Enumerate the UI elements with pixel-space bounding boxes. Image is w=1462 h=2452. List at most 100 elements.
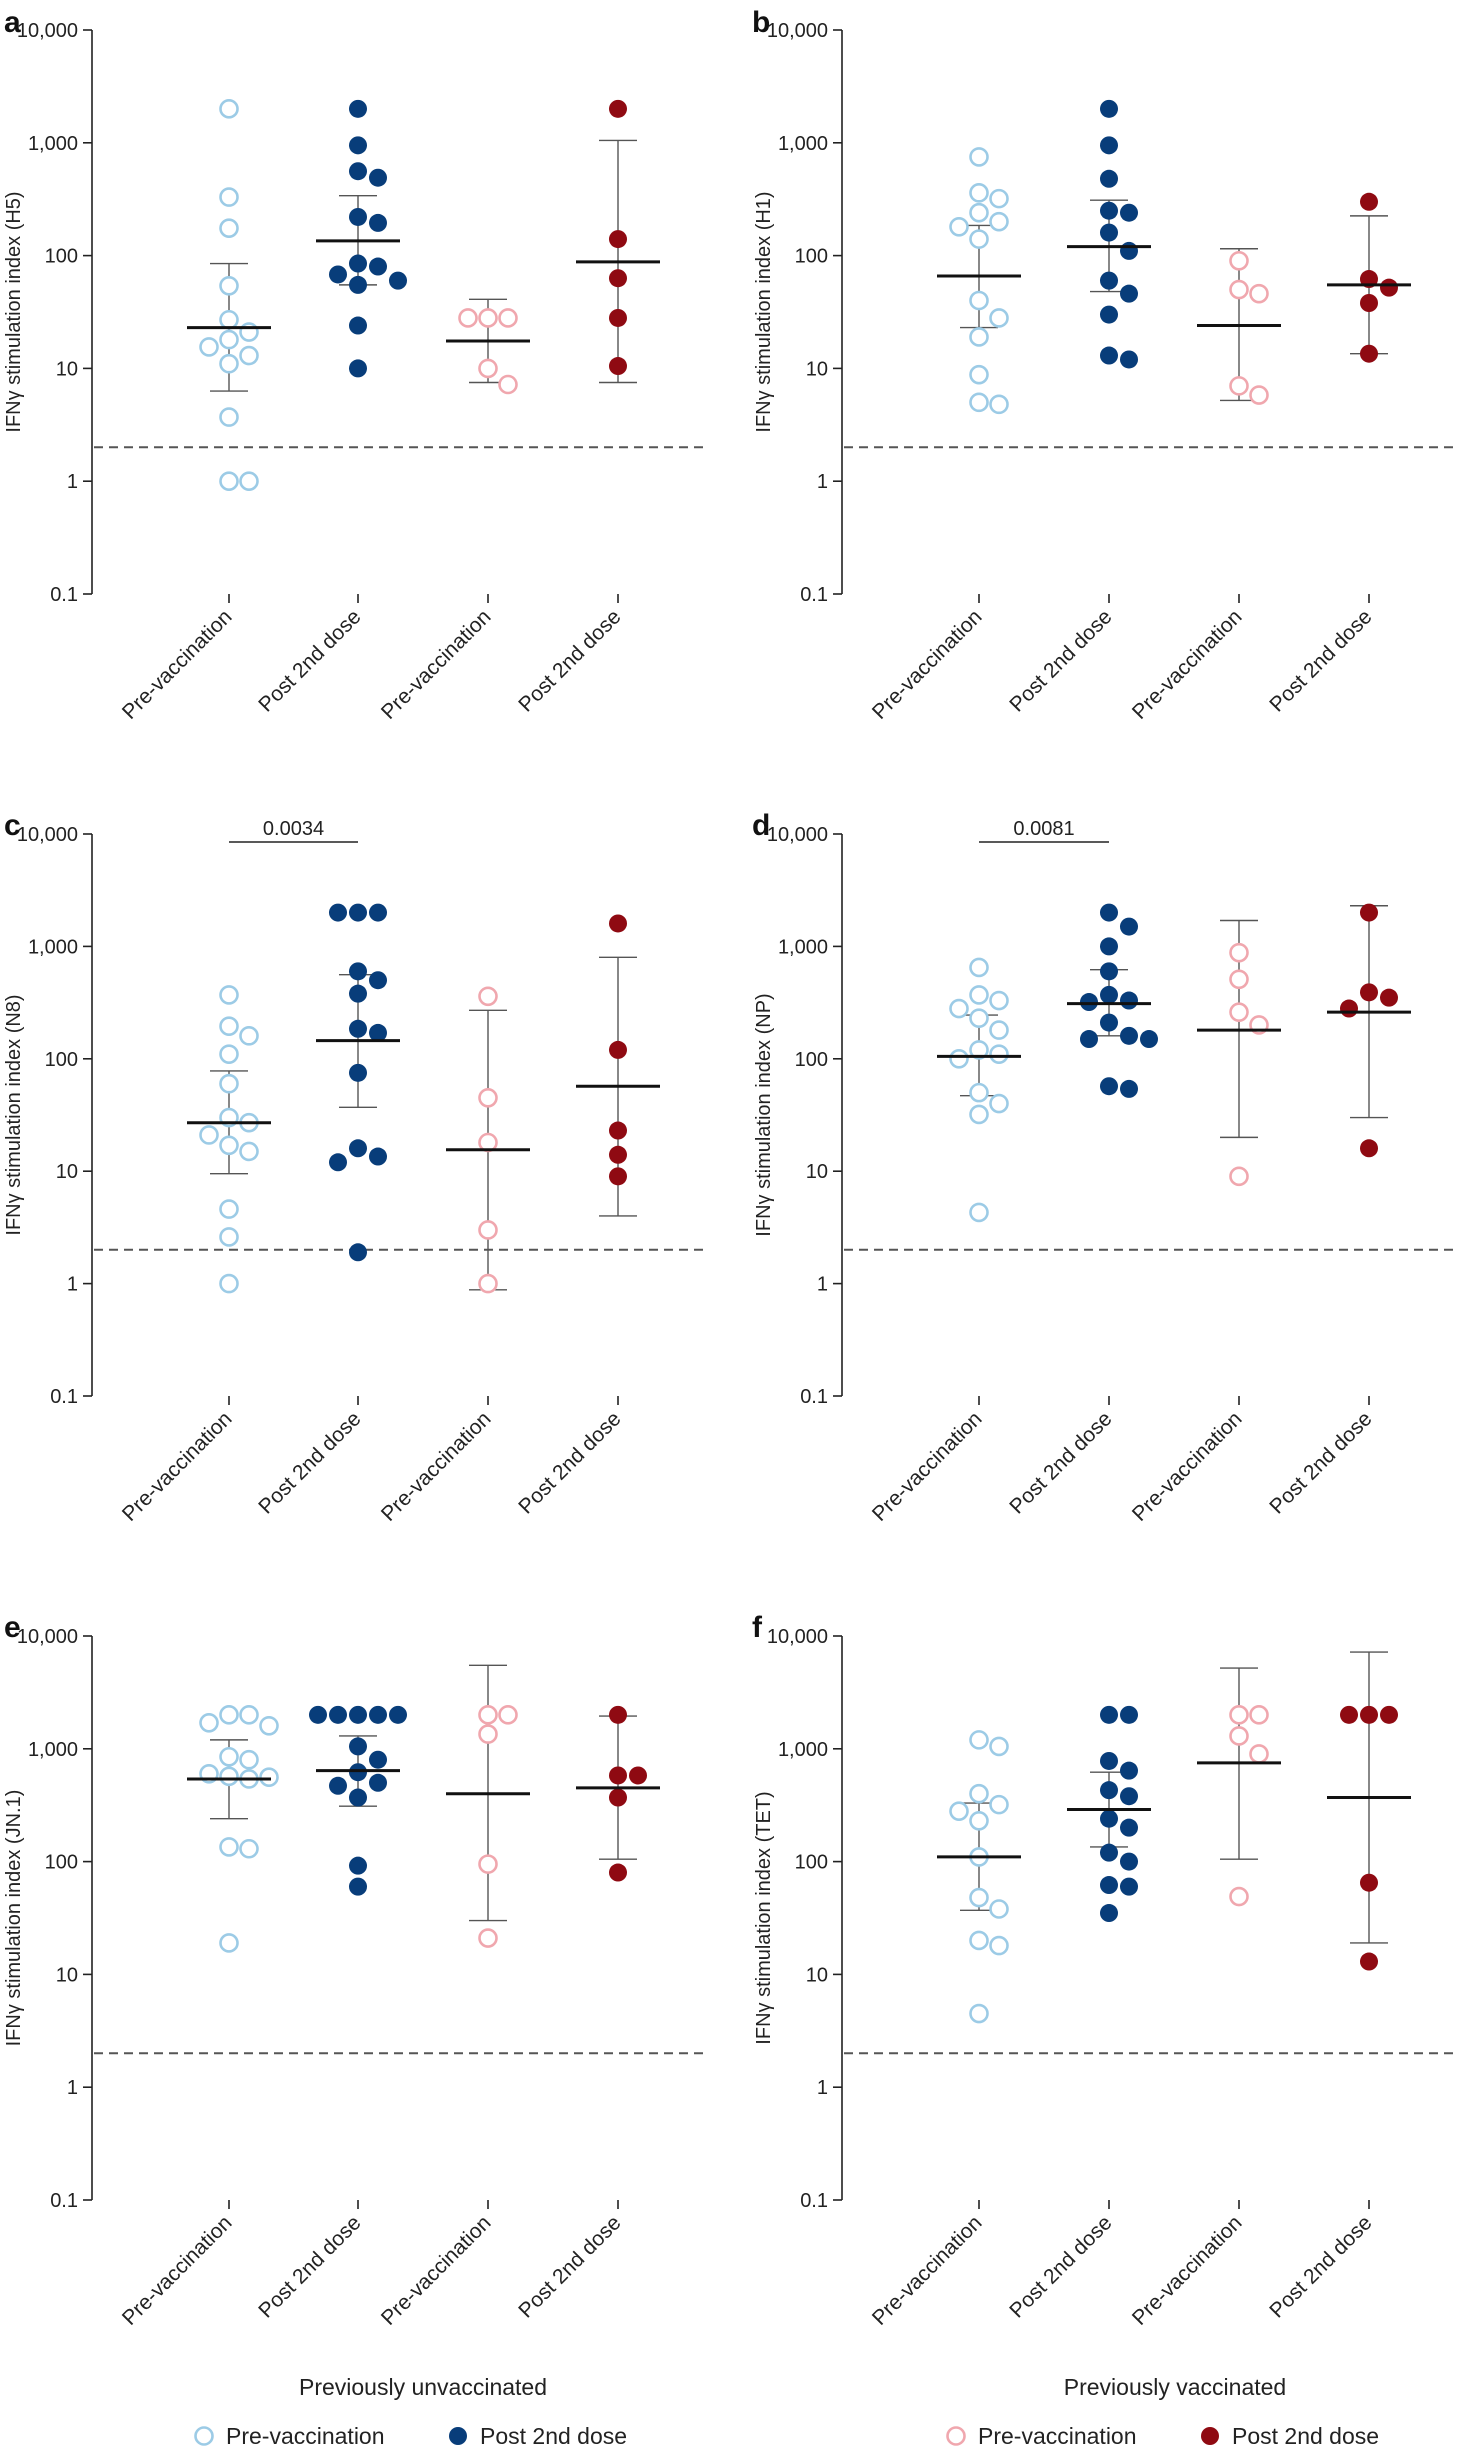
data-point xyxy=(609,1766,627,1785)
y-tick-label: 0.1 xyxy=(50,2190,78,2212)
data-point xyxy=(219,1273,239,1294)
data-point xyxy=(969,147,989,167)
data-point xyxy=(989,1899,1009,1919)
data-point xyxy=(219,1705,239,1725)
x-tick-label: Post 2nd dose xyxy=(1005,2211,1116,2322)
data-point xyxy=(1100,962,1118,981)
data-point xyxy=(219,1933,239,1953)
data-point xyxy=(1120,203,1138,222)
panel-d: 0.1 1 10 100 1,000 10,000 IFNγ stimulation ind… xyxy=(753,818,1455,1526)
y-tick-label: 100 xyxy=(45,1852,78,1874)
data-point xyxy=(498,374,518,395)
group-label-vaccinated: Previously vaccinated xyxy=(1064,2374,1286,2400)
data-point xyxy=(219,275,239,296)
y-axis-label: IFNγ stimulation index (NP) xyxy=(753,993,775,1236)
panel-f: 0.1 1 10 100 1,000 10,000 IFNγ stimulation ind… xyxy=(753,1626,1455,2330)
data-point xyxy=(349,1763,367,1782)
data-point xyxy=(349,1877,367,1896)
data-point xyxy=(1229,1002,1249,1022)
data-point xyxy=(1360,1139,1378,1158)
x-tick-label: Post 2nd dose xyxy=(1005,1407,1116,1518)
data-point xyxy=(389,1705,407,1724)
data-point xyxy=(369,1023,387,1042)
y-tick-label: 10,000 xyxy=(767,1626,828,1648)
data-point xyxy=(349,1139,367,1158)
data-point xyxy=(1100,1809,1118,1828)
data-point xyxy=(478,1705,498,1725)
y-tick-label: 1,000 xyxy=(28,936,78,958)
data-point xyxy=(1120,991,1138,1010)
panel-b: 0.1 1 10 100 1,000 10,000 IFNγ stimulation ind… xyxy=(753,20,1455,724)
data-point xyxy=(458,308,478,328)
data-point xyxy=(609,1040,627,1059)
data-point xyxy=(239,1141,259,1162)
data-point xyxy=(349,99,367,118)
data-point xyxy=(349,359,367,378)
data-point xyxy=(969,364,989,385)
data-point xyxy=(969,1104,989,1125)
x-tick-label: Pre-vaccination xyxy=(118,605,237,724)
data-point xyxy=(969,202,989,223)
data-point xyxy=(259,1767,279,1788)
data-point xyxy=(1120,1026,1138,1045)
y-tick-label: 10 xyxy=(806,1964,828,1986)
panel-letter-c: c xyxy=(4,809,21,842)
data-point xyxy=(989,308,1009,328)
data-point xyxy=(1380,1705,1398,1724)
data-point xyxy=(1229,376,1249,396)
data-point xyxy=(1229,969,1249,990)
x-tick-label: Post 2nd dose xyxy=(254,1407,365,1518)
x-tick-label: Pre-vaccination xyxy=(377,605,496,724)
data-point xyxy=(969,1082,989,1103)
data-point xyxy=(219,1227,239,1247)
y-axis-label: IFNγ stimulation index (H5) xyxy=(3,191,25,432)
data-point xyxy=(1340,1705,1358,1724)
data-point xyxy=(478,1928,498,1948)
y-tick-label: 1,000 xyxy=(778,1739,828,1761)
data-point xyxy=(1249,1705,1269,1725)
data-point xyxy=(199,1125,219,1145)
data-point xyxy=(349,962,367,981)
data-point xyxy=(1229,1726,1249,1746)
data-point xyxy=(478,1273,498,1294)
y-axis-label: IFNγ stimulation index (JN.1) xyxy=(3,1790,25,2047)
data-point xyxy=(969,229,989,249)
data-point xyxy=(1120,1818,1138,1837)
data-point xyxy=(239,1749,259,1770)
data-point xyxy=(219,1044,239,1064)
chart-panels: 0.1 1 10 100 1,000 10,000 IFNγ stimulation ind… xyxy=(3,20,1455,2330)
legend-unvaccinated: Pre-vaccination Post 2nd dose xyxy=(194,2423,627,2449)
data-point xyxy=(239,345,259,366)
panel-letter-b: b xyxy=(752,6,770,39)
data-point xyxy=(239,471,259,492)
x-tick-label: Pre-vaccination xyxy=(1128,605,1247,724)
data-point xyxy=(239,1838,259,1859)
data-point xyxy=(989,1794,1009,1815)
y-axis-label: IFNγ stimulation index (H1) xyxy=(753,191,775,432)
data-point xyxy=(969,1783,989,1804)
legend-vaccinated: Pre-vaccination Post 2nd dose xyxy=(946,2423,1379,2449)
data-point xyxy=(219,187,239,207)
data-point xyxy=(1100,985,1118,1004)
data-point xyxy=(609,357,627,376)
y-tick-label: 0.1 xyxy=(800,584,828,606)
data-point xyxy=(219,1135,239,1156)
data-point xyxy=(309,1705,327,1724)
data-point xyxy=(1100,1876,1118,1895)
data-point xyxy=(1249,283,1269,304)
data-point xyxy=(1360,903,1378,922)
y-tick-label: 1 xyxy=(817,2077,828,2099)
data-point xyxy=(969,1202,989,1223)
data-point xyxy=(369,1705,387,1724)
data-point xyxy=(609,1167,627,1186)
data-point xyxy=(949,1801,969,1821)
data-point xyxy=(219,353,239,374)
data-point xyxy=(989,211,1009,232)
y-tick-label: 1 xyxy=(817,1274,828,1296)
data-point xyxy=(1229,1705,1249,1725)
legend-marker-vacc-post xyxy=(1201,2427,1219,2445)
x-tick-label: Pre-vaccination xyxy=(868,605,987,724)
data-point xyxy=(609,230,627,249)
data-point xyxy=(199,337,219,357)
